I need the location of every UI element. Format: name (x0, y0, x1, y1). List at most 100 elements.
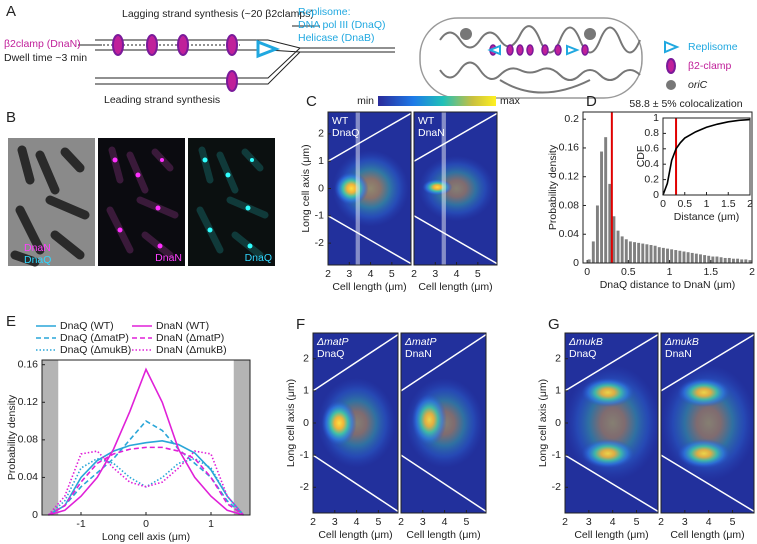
y-tick-label: -1 (300, 449, 309, 461)
x-tick-label: 0.5 (621, 266, 636, 278)
y-tick-label: 0.12 (559, 170, 580, 182)
x-tick-label: 3 (682, 516, 688, 528)
bar (604, 137, 608, 263)
panel-letter: D (586, 93, 597, 110)
series-line (48, 439, 245, 516)
cell-boundary (565, 333, 658, 513)
x-tick-label: 4 (454, 268, 460, 280)
colorbar (378, 96, 496, 106)
panel-a: A Lagging strand synthesis (~20 β2clamps… (4, 3, 738, 106)
dnaq-spots (202, 157, 254, 249)
axes-box (312, 332, 399, 514)
bar (633, 242, 636, 263)
x-tick-label: 2 (747, 198, 753, 210)
axes-box (413, 111, 498, 266)
bar (653, 245, 657, 263)
x-tick-label: 3 (332, 516, 338, 528)
x-axis-label: DnaQ distance to DnaN (μm) (600, 279, 736, 291)
x-tick-label: 2 (658, 516, 664, 528)
y-axis-label: Long cell axis (μm) (537, 379, 549, 467)
replisome-icon (256, 39, 281, 59)
y-axis-label: Long cell axis (μm) (285, 379, 297, 467)
subplot-label: WT (332, 115, 349, 127)
bar (707, 255, 711, 263)
y-tick-label: -2 (552, 481, 561, 493)
excluded-range (233, 360, 250, 515)
density (332, 150, 409, 227)
x-tick-label: 0.5 (677, 198, 692, 210)
density (418, 155, 495, 222)
cell-replisome (487, 44, 580, 56)
y-tick-label: 2 (318, 128, 324, 140)
x-axis-label: Distance (μm) (674, 211, 740, 223)
bar (723, 257, 727, 263)
legend-icon (664, 40, 680, 54)
x-tick-label: 1.5 (703, 266, 718, 278)
y-tick-label: 2 (303, 352, 309, 364)
y-tick-label: 1 (318, 155, 324, 167)
y-tick-label: 1 (653, 112, 659, 124)
y-tick-label: 0 (303, 417, 309, 429)
subplot-label: ΔmukB (664, 336, 699, 348)
x-tick-label: 1.5 (721, 198, 736, 210)
y-tick-label: -2 (300, 481, 309, 493)
bar (620, 236, 624, 263)
y-tick-label: -2 (315, 237, 324, 249)
x-tick-label: -1 (76, 518, 85, 530)
bar (690, 252, 694, 263)
chart-title: 58.8 ± 5% colocalization (629, 98, 742, 110)
dnan-spots (112, 157, 164, 249)
bar (600, 151, 604, 263)
y-tick-label: 0.2 (564, 113, 579, 125)
replisome-label: DNA pol III (DnaQ) (298, 19, 386, 31)
bar (591, 241, 595, 263)
y-tick-label: 0.8 (644, 127, 659, 139)
panel-letter: F (296, 316, 305, 333)
density (411, 394, 447, 446)
bar (748, 260, 752, 263)
series-line (662, 118, 751, 196)
bar (612, 216, 616, 263)
x-axis-label: Cell length (μm) (318, 529, 392, 541)
panel-letter: B (6, 109, 16, 126)
axes-box (400, 332, 487, 514)
legend-label: DnaN (ΔmukB) (156, 344, 227, 356)
y-tick-label: 0 (653, 189, 659, 201)
cell-boundary (328, 112, 411, 265)
y-tick-label: 1 (555, 385, 561, 397)
y-tick-label: 0.08 (559, 199, 580, 211)
axes-bg (42, 360, 250, 515)
panel-b: B DnaN DnaQ DnaN DnaQ (6, 109, 275, 267)
colorbar-label: max (500, 95, 521, 107)
y-tick-label: 0.04 (18, 471, 39, 483)
x-tick-label: 1 (667, 266, 673, 278)
axes-box (660, 332, 755, 514)
density (321, 400, 357, 446)
x-tick-label: 2 (562, 516, 568, 528)
x-tick-label: 5 (463, 516, 469, 528)
bar (736, 258, 740, 263)
bar (649, 245, 653, 263)
bar (699, 254, 702, 263)
heatmap (313, 333, 398, 513)
bar (740, 259, 744, 263)
x-axis-label: Cell length (μm) (406, 529, 480, 541)
y-tick-label: 0 (573, 257, 579, 269)
panel-letter: G (548, 316, 560, 333)
bar (678, 250, 682, 263)
axes-box (662, 117, 751, 196)
series-line (48, 420, 245, 516)
legend-label: DnaQ (ΔmukB) (60, 344, 131, 356)
x-tick-label: 5 (475, 268, 481, 280)
density (677, 439, 731, 468)
oric (584, 28, 596, 40)
x-tick-label: 3 (432, 268, 438, 280)
cell-boundary (401, 333, 486, 513)
x-tick-label: 1 (208, 518, 214, 530)
x-tick-label: 3 (420, 516, 426, 528)
bar (595, 205, 599, 263)
x-axis-label: Cell length (μm) (670, 529, 744, 541)
subplot-label: DnaN (405, 348, 432, 360)
y-tick-label: 0.6 (644, 143, 659, 155)
bar (715, 256, 719, 263)
